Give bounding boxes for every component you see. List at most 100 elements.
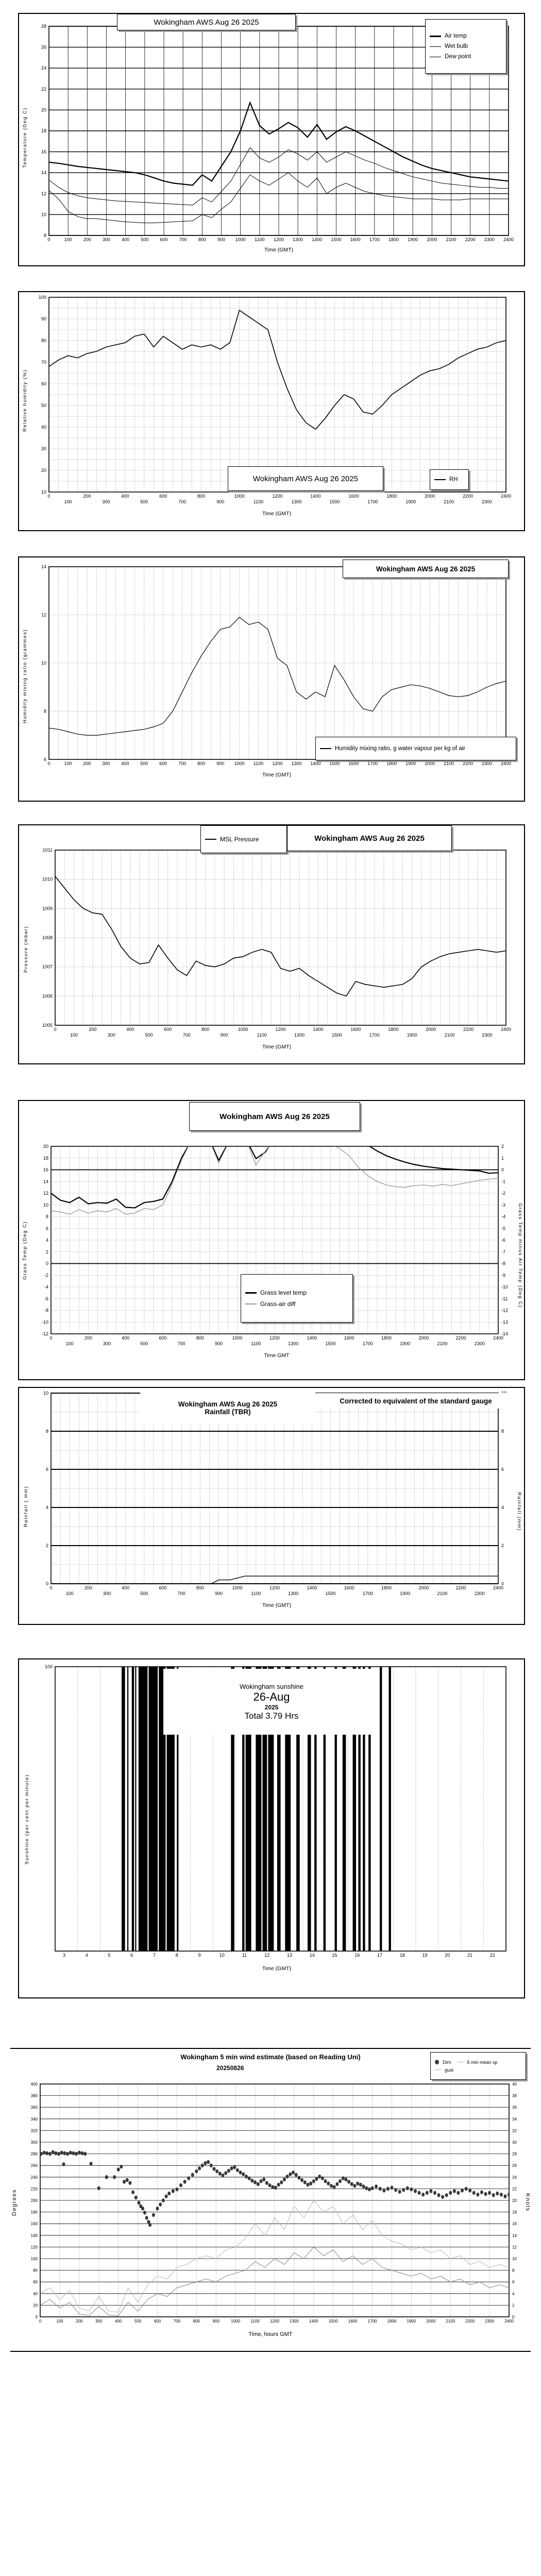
- legend-label: gust: [445, 2067, 454, 2073]
- svg-text:1005: 1005: [42, 1023, 53, 1028]
- svg-text:-1: -1: [501, 1179, 505, 1184]
- svg-text:1200: 1200: [269, 1585, 280, 1590]
- svg-text:2300: 2300: [475, 1341, 485, 1346]
- svg-text:1200: 1200: [272, 494, 282, 499]
- svg-text:6: 6: [44, 757, 46, 762]
- svg-text:9: 9: [198, 1953, 200, 1958]
- svg-text:1100: 1100: [255, 237, 264, 242]
- svg-text:700: 700: [178, 1591, 185, 1596]
- svg-text:18: 18: [400, 1953, 405, 1958]
- svg-text:800: 800: [198, 237, 206, 242]
- svg-text:10: 10: [43, 1202, 48, 1208]
- svg-text:1007: 1007: [42, 964, 53, 970]
- svg-text:0: 0: [49, 1335, 52, 1341]
- svg-text:200: 200: [84, 1335, 92, 1341]
- svg-text:1700: 1700: [363, 1591, 373, 1596]
- svg-text:1100: 1100: [250, 2319, 260, 2324]
- svg-text:300: 300: [103, 1591, 111, 1596]
- svg-text:1800: 1800: [381, 1335, 392, 1341]
- svg-text:300: 300: [108, 1032, 115, 1038]
- svg-text:2300: 2300: [485, 2319, 494, 2324]
- svg-text:1300: 1300: [290, 2319, 299, 2324]
- svg-text:2: 2: [46, 1249, 48, 1255]
- chart-title: Wokingham 5 min wind estimate (based on …: [180, 2053, 361, 2061]
- svg-text:-7: -7: [501, 1249, 505, 1255]
- svg-text:100: 100: [64, 499, 72, 504]
- chart-title-box: Wokingham AWS Aug 26 2025: [228, 466, 383, 491]
- legend-label: Air temp: [445, 33, 467, 39]
- svg-text:2100: 2100: [444, 499, 454, 504]
- svg-text:10: 10: [43, 1391, 48, 1396]
- svg-text:1008: 1008: [42, 935, 53, 940]
- svg-text:600: 600: [154, 2319, 161, 2324]
- svg-text:400: 400: [126, 1027, 134, 1032]
- legend-item: Dew point: [430, 54, 502, 60]
- svg-text:1500: 1500: [331, 237, 341, 242]
- svg-text:360: 360: [31, 2105, 38, 2110]
- legend-item: 5 min mean sp: [457, 2060, 498, 2065]
- svg-text:80: 80: [41, 338, 46, 343]
- svg-text:1009: 1009: [42, 906, 53, 911]
- svg-text:240: 240: [31, 2175, 38, 2180]
- svg-text:1700: 1700: [363, 1341, 373, 1346]
- svg-text:700: 700: [179, 237, 187, 242]
- svg-text:1200: 1200: [274, 237, 284, 242]
- sunshine-total: Total 3.79 Hrs: [244, 1710, 299, 1721]
- y-axis-title: Pressure (mbar): [23, 925, 29, 973]
- svg-text:22: 22: [512, 2187, 517, 2191]
- svg-text:2: 2: [46, 1543, 48, 1548]
- svg-text:2100: 2100: [444, 761, 454, 766]
- wind-chart-block: 0 100 200 300 400 500 600 700 800 900 1000 1100 1200…: [10, 2048, 531, 2357]
- svg-text:2400: 2400: [501, 761, 511, 766]
- svg-text:100: 100: [39, 295, 46, 300]
- svg-text:2200: 2200: [463, 1027, 474, 1032]
- svg-text:60: 60: [33, 2280, 38, 2284]
- legend-label: Dirn: [443, 2059, 451, 2065]
- legend-label: Grass-air diff: [260, 1300, 296, 1308]
- svg-text:1900: 1900: [400, 1341, 410, 1346]
- svg-text:12: 12: [43, 1191, 48, 1196]
- svg-text:1300: 1300: [288, 1341, 298, 1346]
- chart-title-block: Wokingham AWS Aug 26 2025 Rainfall (TBR): [140, 1392, 315, 1424]
- svg-text:2200: 2200: [465, 2319, 475, 2324]
- svg-text:400: 400: [122, 1335, 129, 1341]
- svg-text:11: 11: [242, 1953, 247, 1958]
- x-axis-title: Time, hours GMT: [248, 2331, 293, 2337]
- legend-box: Grass level temp Grass-air diff: [241, 1274, 353, 1323]
- legend-row: Dirn 5 min mean sp: [435, 2060, 521, 2065]
- svg-text:2000: 2000: [418, 1335, 429, 1341]
- svg-text:1100: 1100: [251, 1341, 261, 1346]
- svg-text:0: 0: [47, 237, 50, 242]
- svg-text:1000: 1000: [232, 1585, 243, 1590]
- svg-text:6: 6: [46, 1467, 48, 1472]
- svg-text:6: 6: [130, 1953, 133, 1958]
- chart-title: Wokingham AWS Aug 26 2025: [376, 565, 476, 573]
- svg-text:16: 16: [41, 149, 46, 155]
- svg-text:18: 18: [43, 1156, 48, 1161]
- legend-box: RH: [430, 469, 469, 490]
- svg-text:2: 2: [501, 1144, 504, 1149]
- grass-temp-line-icon: [245, 1292, 257, 1294]
- svg-text:2400: 2400: [501, 1027, 511, 1032]
- svg-text:1400: 1400: [307, 1585, 317, 1590]
- svg-text:1500: 1500: [332, 1032, 342, 1038]
- svg-text:1400: 1400: [309, 2319, 318, 2324]
- svg-text:50: 50: [41, 403, 46, 408]
- svg-text:28: 28: [41, 24, 46, 29]
- svg-text:38: 38: [512, 2094, 517, 2098]
- svg-text:900: 900: [215, 1591, 223, 1596]
- svg-text:1006: 1006: [42, 993, 53, 998]
- chart-title: Wokingham AWS Aug 26 2025: [154, 18, 259, 27]
- svg-text:18: 18: [512, 2210, 517, 2215]
- legend-label: RH: [449, 477, 458, 483]
- svg-text:300: 300: [103, 1341, 111, 1346]
- svg-text:1300: 1300: [294, 1032, 305, 1038]
- svg-text:600: 600: [159, 1585, 166, 1590]
- svg-text:1800: 1800: [386, 494, 397, 499]
- svg-text:-13: -13: [501, 1319, 508, 1325]
- chart-title: Wokingham AWS Aug 26 2025: [219, 1112, 330, 1121]
- temperature-chart-panel: 0 100 200 300 400 500 600 700 800 900 1000 1100 1200…: [18, 13, 525, 266]
- svg-text:5: 5: [108, 1953, 110, 1958]
- svg-text:1500: 1500: [329, 761, 340, 766]
